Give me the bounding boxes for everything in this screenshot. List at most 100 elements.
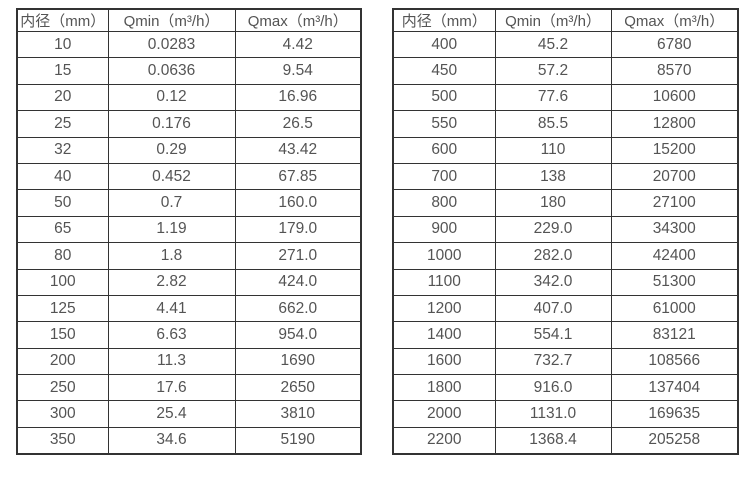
- table-cell: 1000: [392, 242, 496, 270]
- table-cell: 61000: [610, 294, 739, 323]
- table-cell: 0.176: [107, 110, 236, 138]
- table-cell: 1600: [392, 347, 496, 376]
- header-row: 内径（mm） Qmin（m³/h） Qmax（m³/h）: [16, 8, 362, 32]
- table-cell: 11.3: [107, 347, 236, 376]
- table-cell: 0.0636: [107, 57, 236, 85]
- table-row: 900 229.0 34300: [392, 215, 739, 244]
- table-row: 2000 1131.0 169635: [392, 400, 739, 428]
- table-cell: 500: [392, 83, 496, 112]
- table-cell: 600: [392, 136, 496, 164]
- table-cell: 300: [16, 400, 109, 428]
- table-cell: 43.42: [234, 136, 362, 164]
- table-row: 250 17.6 2650: [16, 374, 362, 402]
- table-cell: 15200: [610, 136, 739, 164]
- table-row: 1000 282.0 42400: [392, 242, 739, 270]
- table-row: 40 0.452 67.85: [16, 162, 362, 191]
- table-cell: 205258: [610, 426, 739, 455]
- table-cell: 67.85: [234, 162, 362, 191]
- table-row: 50 0.7 160.0: [16, 189, 362, 217]
- table-cell: 1100: [392, 268, 496, 296]
- table-cell: 8570: [610, 57, 739, 85]
- table-cell: 20700: [610, 162, 739, 191]
- table-cell: 450: [392, 57, 496, 85]
- table-cell: 108566: [610, 347, 739, 376]
- column-header: Qmin（m³/h）: [107, 8, 236, 32]
- table-cell: 342.0: [494, 268, 612, 296]
- table-cell: 42400: [610, 242, 739, 270]
- table-cell: 110: [494, 136, 612, 164]
- table-row: 550 85.5 12800: [392, 110, 739, 138]
- table-row: 1400 554.1 83121: [392, 321, 739, 349]
- table-row: 1800 916.0 137404: [392, 374, 739, 402]
- table-cell: 2200: [392, 426, 496, 455]
- table-row: 150 6.63 954.0: [16, 321, 362, 349]
- table-cell: 0.0283: [107, 30, 236, 59]
- table-cell: 45.2: [494, 30, 612, 59]
- table-cell: 350: [16, 426, 109, 455]
- table-cell: 65: [16, 215, 109, 244]
- table-row: 80 1.8 271.0: [16, 242, 362, 270]
- table-row: 200 11.3 1690: [16, 347, 362, 376]
- table-cell: 100: [16, 268, 109, 296]
- table-cell: 800: [392, 189, 496, 217]
- table-cell: 12800: [610, 110, 739, 138]
- table-row: 100 2.82 424.0: [16, 268, 362, 296]
- table-cell: 1131.0: [494, 400, 612, 428]
- table-cell: 51300: [610, 268, 739, 296]
- table-cell: 229.0: [494, 215, 612, 244]
- table-cell: 17.6: [107, 374, 236, 402]
- table-cell: 662.0: [234, 294, 362, 323]
- table-row: 450 57.2 8570: [392, 57, 739, 85]
- table-cell: 2.82: [107, 268, 236, 296]
- table-cell: 50: [16, 189, 109, 217]
- table-row: 32 0.29 43.42: [16, 136, 362, 164]
- table-row: 2200 1368.4 205258: [392, 426, 739, 455]
- table-cell: 138: [494, 162, 612, 191]
- table-row: 400 45.2 6780: [392, 30, 739, 59]
- table-row: 15 0.0636 9.54: [16, 57, 362, 85]
- table-cell: 85.5: [494, 110, 612, 138]
- column-header: Qmax（m³/h）: [610, 8, 739, 32]
- column-header: 内径（mm）: [16, 8, 109, 32]
- table-cell: 27100: [610, 189, 739, 217]
- table-cell: 77.6: [494, 83, 612, 112]
- table-cell: 250: [16, 374, 109, 402]
- table-row: 700 138 20700: [392, 162, 739, 191]
- table-cell: 0.29: [107, 136, 236, 164]
- table-cell: 26.5: [234, 110, 362, 138]
- table-cell: 34.6: [107, 426, 236, 455]
- table-cell: 25.4: [107, 400, 236, 428]
- table-cell: 57.2: [494, 57, 612, 85]
- flow-table-large-diameters: 内径（mm） Qmin（m³/h） Qmax（m³/h） 400 45.2 6780 450…: [392, 8, 739, 455]
- flow-spec-tables: 内径（mm） Qmin（m³/h） Qmax（m³/h） 10 0.0283 4.42 15…: [16, 8, 739, 455]
- table-cell: 4.41: [107, 294, 236, 323]
- table-cell: 169635: [610, 400, 739, 428]
- table-cell: 282.0: [494, 242, 612, 270]
- header-row: 内径（mm） Qmin（m³/h） Qmax（m³/h）: [392, 8, 739, 32]
- table-cell: 83121: [610, 321, 739, 349]
- table-cell: 25: [16, 110, 109, 138]
- table-row: 1200 407.0 61000: [392, 294, 739, 323]
- table-row: 65 1.19 179.0: [16, 215, 362, 244]
- table-cell: 1200: [392, 294, 496, 323]
- table-cell: 0.452: [107, 162, 236, 191]
- table-cell: 1690: [234, 347, 362, 376]
- table-row: 350 34.6 5190: [16, 426, 362, 455]
- table-cell: 954.0: [234, 321, 362, 349]
- table-cell: 0.7: [107, 189, 236, 217]
- table-row: 1600 732.7 108566: [392, 347, 739, 376]
- table-cell: 732.7: [494, 347, 612, 376]
- table-cell: 200: [16, 347, 109, 376]
- flow-table-small-diameters: 内径（mm） Qmin（m³/h） Qmax（m³/h） 10 0.0283 4.42 15…: [16, 8, 362, 455]
- table-cell: 271.0: [234, 242, 362, 270]
- table-cell: 9.54: [234, 57, 362, 85]
- table-cell: 32: [16, 136, 109, 164]
- column-header: 内径（mm）: [392, 8, 496, 32]
- table-cell: 1.8: [107, 242, 236, 270]
- table-row: 125 4.41 662.0: [16, 294, 362, 323]
- table-cell: 0.12: [107, 83, 236, 112]
- table-cell: 20: [16, 83, 109, 112]
- table-cell: 700: [392, 162, 496, 191]
- table-cell: 407.0: [494, 294, 612, 323]
- table-cell: 1.19: [107, 215, 236, 244]
